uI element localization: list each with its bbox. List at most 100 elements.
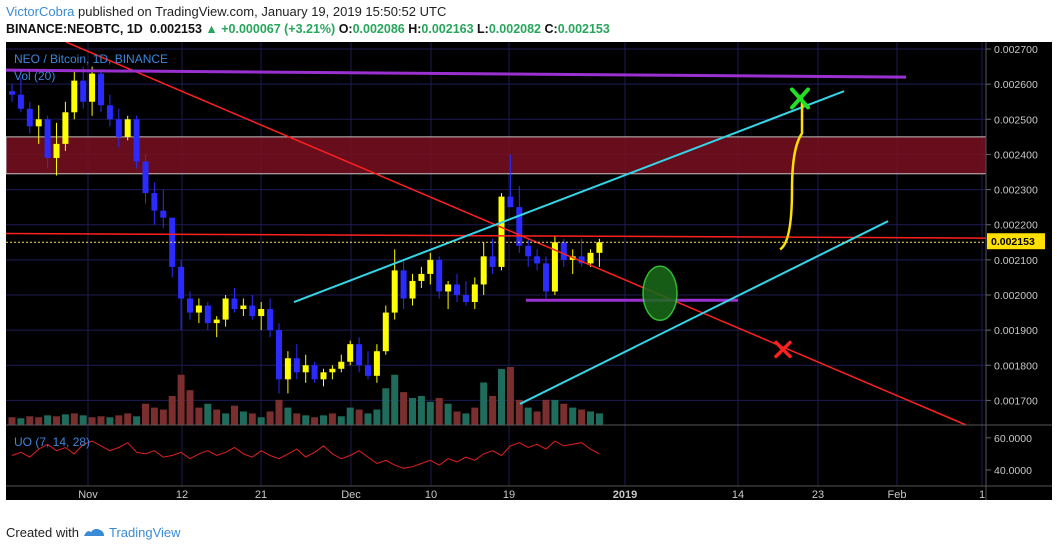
volume-bar — [595, 413, 603, 425]
candle-body — [249, 305, 256, 317]
uo-legend: UO (7, 14, 28) — [14, 435, 90, 449]
volume-bar — [177, 374, 185, 425]
author-link[interactable]: VictorCobra — [6, 4, 75, 19]
created-with-text: Created with — [6, 525, 79, 540]
time-tick-label: 23 — [812, 489, 824, 500]
volume-bar — [8, 417, 16, 425]
candle-body — [409, 280, 416, 299]
uo-tick-label: 60.0000 — [994, 433, 1032, 445]
price-tick-label: 0.002400 — [994, 149, 1038, 161]
volume-bar — [35, 417, 43, 425]
volume-bar — [213, 409, 221, 425]
volume-bars — [8, 367, 603, 425]
candle-body — [17, 94, 24, 109]
channel-upper-line — [293, 90, 845, 303]
volume-bar — [53, 416, 60, 425]
volume-bar — [453, 411, 461, 425]
volume-bar — [355, 409, 363, 425]
volume-bar — [578, 409, 586, 425]
candle-body — [427, 259, 434, 274]
pair-legend: NEO / Bitcoin, 1D, BINANCE — [14, 52, 168, 66]
candle-body — [320, 372, 327, 380]
volume-bar — [195, 407, 203, 425]
time-tick-label: 1 — [979, 489, 985, 500]
price-chart[interactable]: 0.002700 0.002600 0.002500 0.002400 0.002300… — [5, 41, 1052, 501]
volume-bar — [44, 415, 52, 425]
volume-bar — [426, 401, 434, 425]
candle-body — [560, 242, 567, 260]
time-tick-label: 21 — [255, 489, 267, 500]
high-value: 0.002163 — [421, 22, 474, 36]
volume-bar — [26, 416, 34, 425]
candle-body — [293, 358, 300, 373]
tradingview-link[interactable]: TradingView — [108, 525, 181, 540]
volume-bar — [400, 392, 408, 425]
candle-body — [160, 210, 167, 218]
candle-body — [62, 112, 69, 144]
candle-body — [516, 207, 523, 246]
channel-lower-line — [519, 220, 889, 405]
candle-body — [356, 344, 363, 366]
price-tick-label: 0.001900 — [994, 325, 1038, 337]
candle-body — [213, 319, 220, 324]
price-tick-label: 0.002600 — [994, 79, 1038, 91]
candle-body — [329, 368, 336, 373]
volume-bar — [346, 407, 354, 425]
volume-bar — [61, 414, 69, 425]
candle-body — [543, 263, 549, 292]
volume-bar — [489, 396, 497, 425]
target-cross-icon — [790, 87, 810, 110]
candle-body — [400, 270, 407, 299]
candle-body — [596, 242, 603, 253]
price-tick-label: 0.002500 — [994, 114, 1038, 126]
volume-bar — [231, 405, 238, 425]
candle-body — [35, 119, 42, 127]
time-tick-label: Dec — [341, 489, 361, 500]
volume-bar — [471, 407, 479, 425]
open-label: O: — [338, 22, 353, 36]
time-tick-label: Feb — [888, 489, 907, 500]
volume-bar — [88, 417, 96, 425]
volume-bar — [248, 413, 256, 425]
open-value: 0.002086 — [352, 22, 405, 36]
volume-bar — [328, 413, 336, 425]
candle-body — [44, 119, 51, 158]
volume-legend: Vol (20) — [14, 69, 55, 83]
high-label: H: — [408, 22, 422, 36]
candle-body — [489, 256, 496, 267]
volume-bar — [480, 382, 488, 425]
volume-bar — [417, 396, 425, 425]
volume-bar — [364, 413, 372, 425]
volume-bar — [266, 411, 274, 425]
volume-bar — [275, 399, 283, 425]
volume-bar — [382, 388, 390, 425]
last-price-axis-label: 0.002153 — [991, 236, 1035, 248]
price-change: ▲ +0.000067 (+3.21%) — [205, 22, 336, 36]
volume-bar — [239, 411, 247, 425]
volume-bar — [435, 397, 443, 425]
candle-body — [240, 305, 247, 310]
volume-bar — [551, 399, 559, 425]
volume-bar — [542, 399, 550, 425]
published-text: published on TradingView.com, January 19… — [74, 4, 447, 19]
time-tick-label: 14 — [732, 489, 744, 500]
close-value: 0.002153 — [557, 22, 610, 36]
candle-body — [26, 108, 33, 127]
volume-bar — [311, 417, 319, 425]
candle-body — [338, 361, 345, 369]
volume-bar — [17, 418, 25, 425]
chart-panel[interactable]: 0.002700 0.002600 0.002500 0.002400 0.002300… — [5, 41, 1052, 501]
uo-tick-label: 40.0000 — [994, 465, 1032, 477]
candle-body — [480, 256, 487, 285]
candle-body — [436, 259, 443, 292]
volume-bar — [498, 368, 505, 425]
candle-body — [445, 284, 452, 292]
last-price: 0.002153 — [149, 22, 202, 36]
price-tick-label: 0.002000 — [994, 290, 1038, 302]
candle-body — [267, 309, 274, 331]
candle-body — [454, 284, 460, 295]
volume-bar — [560, 403, 568, 425]
horizontal-resistance-line — [5, 232, 987, 239]
volume-bar — [186, 390, 194, 425]
candle-body — [587, 252, 594, 264]
